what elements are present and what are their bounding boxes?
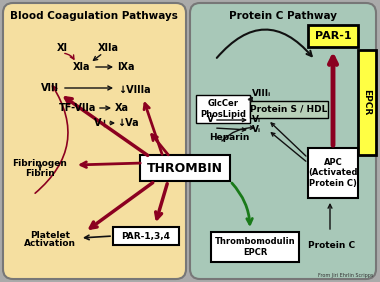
Text: PAR-1: PAR-1 [315,31,352,41]
Text: V: V [94,118,102,128]
Text: ↓Va: ↓Va [117,118,139,128]
FancyBboxPatch shape [140,155,230,181]
Text: Platelet: Platelet [30,230,70,239]
Text: Activation: Activation [24,239,76,248]
Text: TF-VIIa: TF-VIIa [59,103,97,113]
Text: Heparin: Heparin [209,133,249,142]
Text: XIa: XIa [73,62,91,72]
Text: Blood Coagulation Pathways: Blood Coagulation Pathways [10,11,178,21]
Text: VIIIᵢ: VIIIᵢ [252,89,271,98]
Text: THROMBIN: THROMBIN [147,162,223,175]
FancyBboxPatch shape [113,227,179,245]
Text: Protein C: Protein C [309,241,356,250]
FancyBboxPatch shape [196,95,250,123]
Text: GlcCer
PhosLipid: GlcCer PhosLipid [200,99,246,119]
Text: Thrombomodulin
EPCR: Thrombomodulin EPCR [215,237,295,257]
Text: EPCR: EPCR [363,89,372,115]
FancyBboxPatch shape [358,50,376,155]
FancyBboxPatch shape [250,101,328,118]
Text: APC
(Activated
Protein C): APC (Activated Protein C) [308,158,358,188]
Text: VIII: VIII [41,83,59,93]
Text: Fibrinogen: Fibrinogen [13,158,67,168]
Text: Fibrin: Fibrin [25,169,55,177]
Text: Vᵢ: Vᵢ [252,116,261,124]
FancyBboxPatch shape [308,25,358,47]
Text: Xa: Xa [115,103,129,113]
Text: Protein C Pathway: Protein C Pathway [229,11,337,21]
Text: PAR-1,3,4: PAR-1,3,4 [122,232,171,241]
Text: Vᵢ: Vᵢ [252,125,261,135]
Text: IXa: IXa [117,62,135,72]
FancyBboxPatch shape [190,3,376,279]
FancyBboxPatch shape [3,3,186,279]
FancyBboxPatch shape [308,148,358,198]
Text: ↓VIIIa: ↓VIIIa [118,85,150,95]
Text: From Jiri Ehrlin Scripps: From Jiri Ehrlin Scripps [318,273,373,278]
Text: Protein S / HDL: Protein S / HDL [250,105,328,113]
FancyBboxPatch shape [211,232,299,262]
Text: V: V [207,116,214,124]
Text: XI: XI [57,43,68,53]
Text: XIIa: XIIa [98,43,119,53]
